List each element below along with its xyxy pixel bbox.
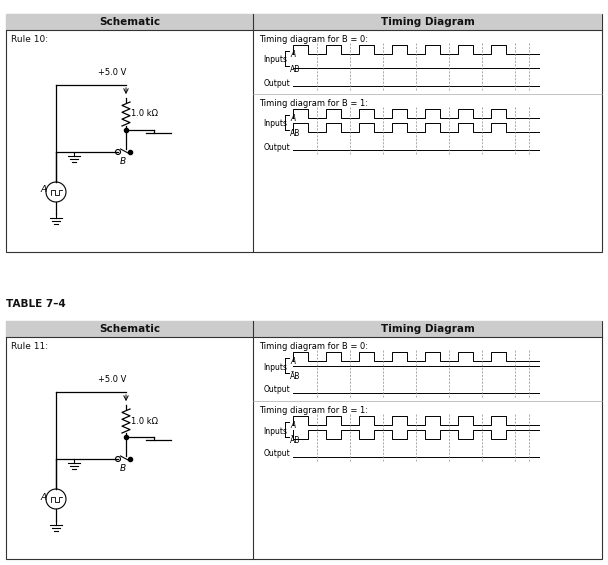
Text: AB: AB	[291, 65, 301, 74]
Text: Timing diagram for B = 0:: Timing diagram for B = 0:	[260, 35, 368, 44]
Text: +5.0 V: +5.0 V	[98, 68, 126, 77]
Polygon shape	[6, 321, 602, 559]
Polygon shape	[6, 14, 602, 252]
Polygon shape	[6, 14, 602, 30]
Text: +5.0 V: +5.0 V	[98, 375, 126, 384]
Text: ĀB: ĀB	[291, 372, 301, 381]
Text: ĀB: ĀB	[291, 436, 301, 445]
Text: Timing diagram for B = 1:: Timing diagram for B = 1:	[260, 99, 368, 108]
Text: Schematic: Schematic	[99, 324, 161, 334]
Text: Inputs: Inputs	[263, 427, 288, 436]
Text: 1.0 kΩ: 1.0 kΩ	[131, 416, 158, 425]
Text: A: A	[291, 357, 295, 366]
Text: B: B	[120, 464, 126, 473]
Text: A: A	[291, 114, 295, 123]
Text: Rule 11:: Rule 11:	[11, 342, 48, 351]
Text: TABLE 7–3: TABLE 7–3	[6, 0, 66, 2]
Text: Timing diagram for B = 0:: Timing diagram for B = 0:	[260, 342, 368, 351]
Text: Inputs: Inputs	[263, 363, 288, 372]
Text: Output: Output	[263, 385, 290, 394]
Polygon shape	[6, 321, 602, 337]
Text: Rule 10:: Rule 10:	[11, 35, 48, 44]
Text: TABLE 7–4: TABLE 7–4	[6, 299, 66, 309]
Text: B: B	[120, 157, 126, 166]
Text: Output: Output	[263, 142, 290, 151]
Text: A: A	[40, 493, 46, 502]
Text: Timing Diagram: Timing Diagram	[381, 324, 475, 334]
Text: Inputs: Inputs	[263, 55, 288, 64]
Text: Timing Diagram: Timing Diagram	[381, 17, 475, 27]
Text: A: A	[40, 185, 46, 194]
Text: Schematic: Schematic	[99, 17, 161, 27]
Text: Inputs: Inputs	[263, 120, 288, 128]
Text: 1.0 kΩ: 1.0 kΩ	[131, 110, 158, 119]
Text: Timing diagram for B = 1:: Timing diagram for B = 1:	[260, 406, 368, 415]
Text: AB: AB	[291, 129, 301, 138]
Text: Output: Output	[263, 79, 290, 88]
Text: A: A	[291, 421, 295, 430]
Text: A: A	[291, 50, 295, 59]
Text: Output: Output	[263, 450, 290, 459]
